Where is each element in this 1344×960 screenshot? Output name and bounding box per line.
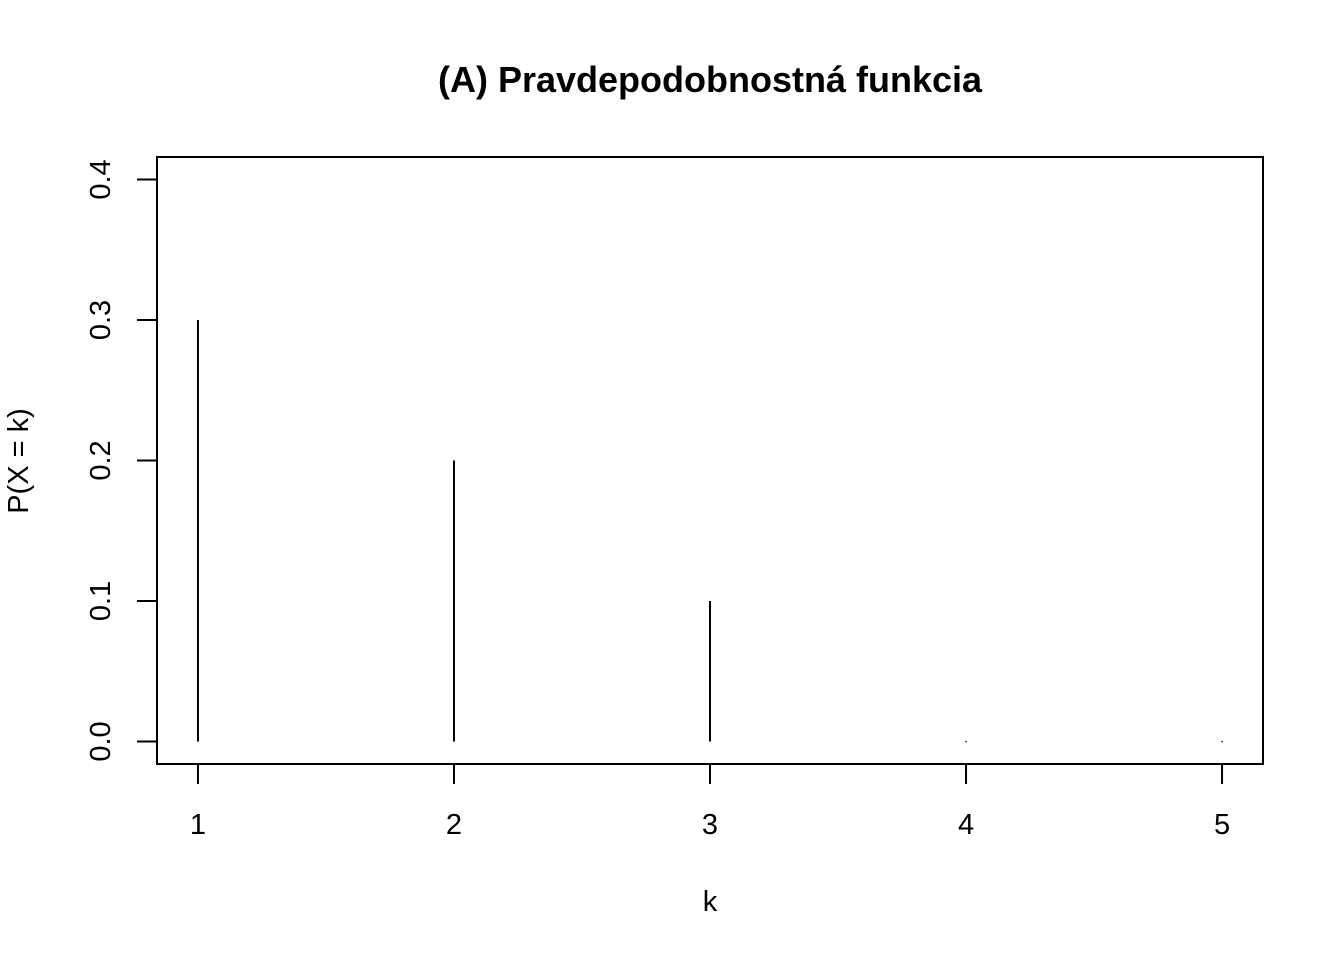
chart-title: (A) Pravdepodobnostná funkcia <box>438 59 983 100</box>
stem-series <box>196 319 1223 743</box>
stem-k-4 <box>965 740 967 743</box>
y-tick-label-0.0: 0.0 <box>85 721 117 761</box>
x-tick-label-3: 3 <box>702 809 718 841</box>
x-tick-label-5: 5 <box>1214 809 1230 841</box>
x-axis: 1 2 3 4 5 <box>190 763 1230 841</box>
y-axis: 0.0 0.1 0.2 0.3 0.4 <box>85 159 158 762</box>
y-tick-label-0.1: 0.1 <box>85 581 117 621</box>
x-tick-label-2: 2 <box>446 809 462 841</box>
y-tick-label-0.4: 0.4 <box>85 159 117 199</box>
y-tick-label-0.2: 0.2 <box>85 440 117 480</box>
x-axis-label: k <box>703 886 718 918</box>
y-tick-label-0.3: 0.3 <box>85 300 117 340</box>
y-axis-label: P(X = k) <box>3 408 35 514</box>
stem-k-5 <box>1221 740 1223 743</box>
x-tick-label-1: 1 <box>190 809 206 841</box>
x-tick-label-4: 4 <box>958 809 974 841</box>
